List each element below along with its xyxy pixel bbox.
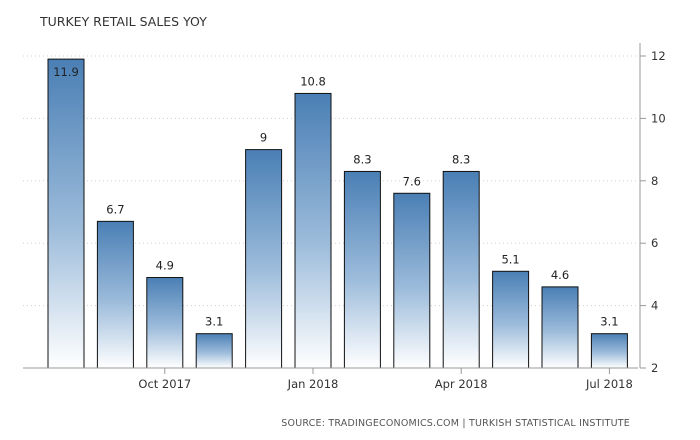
data-label: 4.9 <box>156 259 174 273</box>
bar <box>245 149 283 369</box>
data-label: 7.6 <box>403 174 421 188</box>
bar <box>442 170 480 369</box>
bar <box>343 170 381 369</box>
data-label: 5.1 <box>501 252 519 266</box>
data-label: 10.8 <box>300 74 326 88</box>
x-tick-label: Apr 2018 <box>435 377 488 391</box>
y-tick-label: 2 <box>651 361 658 375</box>
bars <box>47 58 628 369</box>
bar <box>146 277 184 369</box>
x-tick-label: Jan 2018 <box>287 377 339 391</box>
data-label: 11.9 <box>53 65 79 79</box>
bar <box>294 92 332 369</box>
x-axis: Oct 2017 Jan 2018 Apr 2018 Jul 2018 <box>23 367 638 391</box>
y-tick-label: 10 <box>651 111 666 125</box>
bar <box>195 333 233 369</box>
bar <box>590 333 628 369</box>
y-tick-label: 4 <box>651 299 658 313</box>
y-tick-label: 6 <box>651 236 658 250</box>
data-label: 9 <box>260 131 267 145</box>
data-label: 3.1 <box>600 315 618 329</box>
bar <box>541 286 579 369</box>
data-label: 4.6 <box>551 268 569 282</box>
y-axis: 2 4 6 8 10 12 <box>639 43 666 375</box>
source-note: SOURCE: TRADINGECONOMICS.COM | TURKISH S… <box>281 418 630 429</box>
bar <box>492 270 530 369</box>
chart-title: TURKEY RETAIL SALES YOY <box>39 14 207 29</box>
gridlines <box>23 55 638 307</box>
data-label: 8.3 <box>452 152 470 166</box>
x-tick-label: Oct 2017 <box>138 377 191 391</box>
y-tick-label: 8 <box>651 174 658 188</box>
bar <box>96 220 134 369</box>
data-label: 3.1 <box>205 315 223 329</box>
data-label: 8.3 <box>353 152 371 166</box>
data-label: 6.7 <box>106 202 124 216</box>
x-tick-label: Jul 2018 <box>585 377 633 391</box>
data-labels: 11.9 6.7 4.9 3.1 9 10.8 8.3 7.6 8.3 5.1 4.6 3.1 <box>53 65 618 329</box>
bar <box>393 192 431 369</box>
y-tick-label: 12 <box>651 49 666 63</box>
bar <box>47 58 85 369</box>
